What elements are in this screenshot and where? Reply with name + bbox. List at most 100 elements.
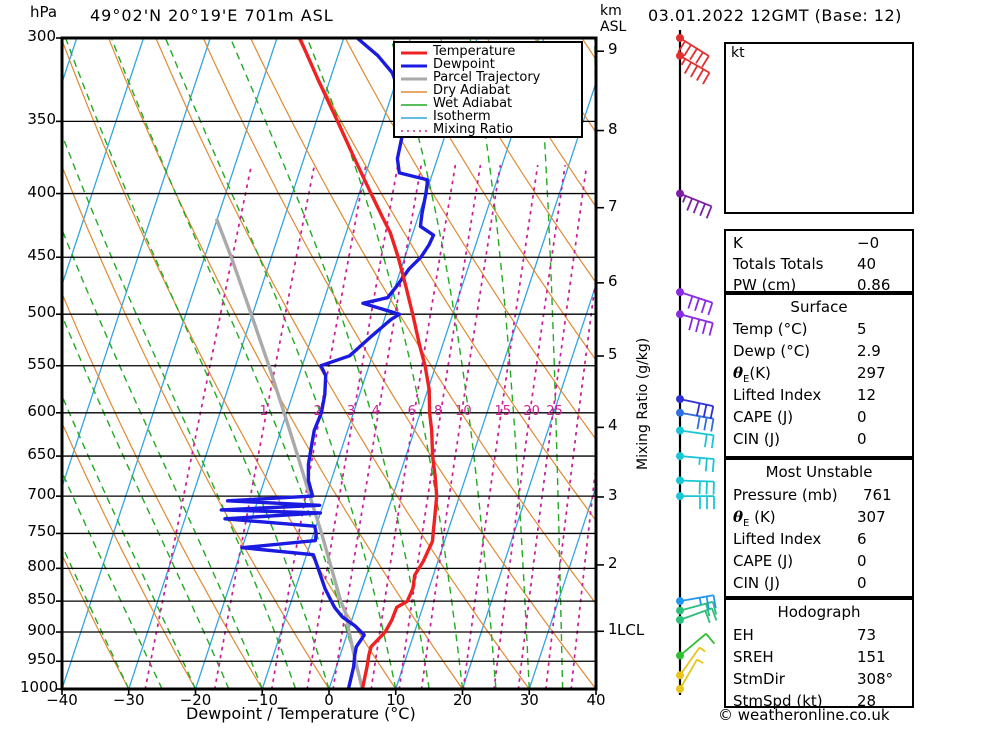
- temp-tick--30: −30: [112, 691, 145, 709]
- page-title: 49°02'N 20°19'E 701m ASL: [90, 6, 334, 25]
- stat-surface-1-label: Dewp (°C): [733, 342, 811, 360]
- stat-mu-2-label: Lifted Index: [733, 530, 822, 548]
- temp-tick--40: −40: [46, 691, 78, 709]
- stat-general-1-label: Totals Totals: [733, 255, 824, 273]
- mixing-ratio-label-4: 4: [371, 404, 380, 420]
- stat-hodo-3-value: 28: [857, 692, 877, 710]
- legend-item-temperature: Temperature: [433, 44, 516, 59]
- height-tick-7: 7: [608, 196, 618, 215]
- stat-surface-2-value: 297: [857, 364, 886, 382]
- x-axis-label: Dewpoint / Temperature (°C): [186, 704, 416, 723]
- pressure-tick-500: 500: [27, 303, 56, 322]
- height-tick-8: 8: [608, 119, 618, 138]
- legend-item-isotherm: Isotherm: [433, 109, 491, 124]
- hodograph-unit-label: kt: [731, 45, 745, 61]
- pressure-tick-550: 550: [27, 354, 56, 373]
- pressure-tick-800: 800: [27, 557, 56, 576]
- stats-most-unstable-panel: [724, 458, 914, 598]
- temp-tick--20: −20: [179, 691, 212, 709]
- stat-hodo-0-value: 73: [857, 626, 877, 644]
- datetime-label: 03.01.2022 12GMT (Base: 12): [648, 6, 902, 25]
- height-tick-1: 1: [608, 620, 618, 639]
- stat-surface-3-value: 12: [857, 386, 877, 404]
- mixing-ratio-label-20: 20: [523, 404, 540, 420]
- stat-surface-3-label: Lifted Index: [733, 386, 822, 404]
- stat-surface-1-value: 2.9: [857, 342, 881, 360]
- stat-mu-0-label: Pressure (mb): [733, 486, 838, 504]
- stat-surface-5-value: 0: [857, 430, 867, 448]
- mixing-ratio-label-15: 15: [494, 404, 512, 420]
- height-tick-3: 3: [608, 485, 618, 504]
- stat-mu-2-value: 6: [857, 530, 867, 548]
- mixing-ratio-label-6: 6: [407, 404, 416, 420]
- legend-item-mixing-ratio: Mixing Ratio: [433, 122, 514, 137]
- pressure-tick-950: 950: [27, 650, 56, 669]
- height-tick-5: 5: [608, 345, 618, 364]
- pressure-tick-400: 400: [27, 182, 56, 201]
- stat-general-2-label: PW (cm): [733, 276, 797, 294]
- stat-mu-3-label: CAPE (J): [733, 552, 794, 570]
- stat-general-1-value: 40: [857, 255, 877, 273]
- mixing-ratio-label-3: 3: [347, 404, 356, 420]
- copyright-label: © weatheronline.co.uk: [718, 706, 890, 724]
- lcl-label: LCL: [617, 621, 645, 640]
- surface-title: Surface: [790, 298, 848, 316]
- stat-mu-4-label: CIN (J): [733, 574, 781, 592]
- stat-mu-3-value: 0: [857, 552, 867, 570]
- legend-lines: [401, 51, 427, 132]
- stat-mu-1-label: θE (K): [733, 508, 776, 529]
- mixing-ratio-label-1: 1: [259, 404, 268, 420]
- pressure-tick-300: 300: [27, 27, 56, 45]
- stat-surface-0-label: Temp (°C): [733, 320, 808, 338]
- mixing-ratio-label-8: 8: [434, 404, 443, 420]
- pressure-tick-350: 350: [27, 110, 56, 129]
- stat-surface-5-label: CIN (J): [733, 430, 781, 448]
- stat-mu-1-value: 307: [857, 508, 886, 526]
- pressure-tick-900: 900: [27, 621, 56, 640]
- stat-hodo-1-value: 151: [857, 648, 886, 666]
- legend-item-dewpoint: Dewpoint: [433, 57, 495, 72]
- stat-hodo-2-label: StmDir: [733, 670, 785, 688]
- legend-item-dry-adiabat: Dry Adiabat: [433, 83, 510, 98]
- stat-mu-4-value: 0: [857, 574, 867, 592]
- stat-hodo-1-label: SREH: [733, 648, 774, 666]
- stat-general-0-label: K: [733, 234, 743, 252]
- pressure-tick-700: 700: [27, 485, 56, 504]
- stat-general-0-value: −0: [857, 234, 880, 252]
- temp-tick-20: 20: [452, 691, 473, 709]
- temp-tick-30: 30: [519, 691, 539, 709]
- pressure-tick-850: 850: [27, 590, 56, 609]
- temp-tick-0: 0: [324, 691, 334, 709]
- legend-item-parcel-trajectory: Parcel Trajectory: [433, 70, 541, 85]
- pressure-tick-600: 600: [27, 401, 56, 420]
- stat-surface-4-label: CAPE (J): [733, 408, 794, 426]
- height-unit-label-asl: ASL: [600, 19, 627, 35]
- mixing-ratio-label-25: 25: [546, 404, 563, 420]
- temp-tick--10: −10: [246, 691, 279, 709]
- pressure-tick-650: 650: [27, 445, 56, 464]
- stat-general-2-value: 0.86: [857, 276, 891, 294]
- mixing-ratio-label-10: 10: [455, 404, 472, 420]
- stat-surface-0-value: 5: [857, 320, 867, 338]
- height-tick-4: 4: [608, 416, 618, 435]
- pressure-tick-750: 750: [27, 522, 56, 541]
- height-tick-9: 9: [608, 40, 618, 59]
- pressure-unit-label: hPa: [30, 3, 58, 21]
- stats-surface-panel: [724, 293, 914, 458]
- pressure-tick-450: 450: [27, 246, 56, 265]
- stats-hodograph-panel: [724, 598, 914, 708]
- stat-hodo-3-label: StmSpd (kt): [733, 692, 823, 710]
- most-unstable-title: Most Unstable: [765, 463, 873, 481]
- mixing-ratio-label-2: 2: [313, 404, 322, 420]
- temp-tick-10: 10: [386, 691, 406, 709]
- stat-hodo-2-value: 308°: [857, 670, 894, 688]
- hodograph-stats-title: Hodograph: [777, 603, 861, 621]
- legend-item-wet-adiabat: Wet Adiabat: [433, 96, 513, 111]
- height-unit-label-km: km: [600, 3, 622, 19]
- stat-surface-4-value: 0: [857, 408, 867, 426]
- stat-surface-2-label: θE(K): [733, 364, 771, 385]
- temp-tick-40: 40: [586, 691, 606, 709]
- stat-mu-0-value: 761: [863, 486, 892, 504]
- height-tick-6: 6: [608, 271, 618, 290]
- stat-hodo-0-label: EH: [733, 626, 754, 644]
